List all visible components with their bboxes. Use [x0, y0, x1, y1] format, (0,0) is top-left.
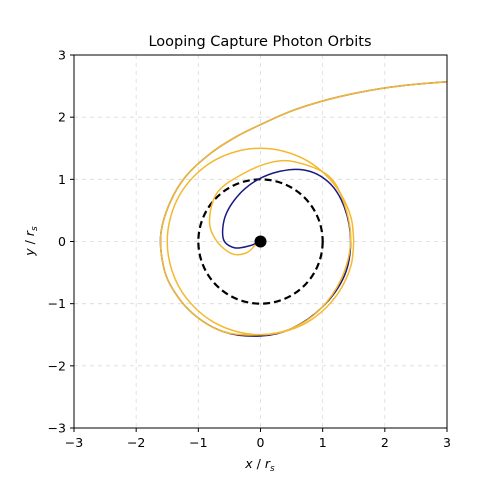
x-tick-label: −3: [65, 435, 83, 450]
x-axis-label: x / rs: [244, 456, 275, 474]
x-tick-label: −1: [189, 435, 207, 450]
photon-sphere-circle: [197, 178, 324, 305]
x-tick-label: 1: [319, 435, 327, 450]
y-tick-label: −1: [48, 296, 66, 311]
y-tick-label: −2: [48, 358, 66, 373]
x-label-var: x: [244, 456, 253, 471]
orbit-series-3: [166, 147, 355, 336]
y-label-sep: /: [22, 236, 37, 248]
axes-ticks: −3 −2 −1 0 1 2 3 −3 −2 −1 0 1 2 3: [48, 48, 451, 451]
x-tick-label: 0: [257, 435, 265, 450]
plot-area: [159, 80, 447, 337]
chart-title: Looping Capture Photon Orbits: [148, 34, 371, 50]
orbit-series-2: [159, 80, 447, 336]
x-tick-label: −2: [127, 435, 145, 450]
y-tick-label: 2: [58, 110, 66, 125]
x-label-sep: /: [253, 456, 265, 471]
y-tick-label: 1: [58, 172, 66, 187]
y-label-var: y: [22, 248, 37, 257]
black-hole-marker: [254, 235, 267, 248]
x-tick-label: 3: [443, 435, 451, 450]
x-tick-label: 2: [381, 435, 389, 450]
y-label-sub: s: [30, 226, 40, 231]
x-label-sym: r: [265, 456, 271, 471]
y-tick-label: −3: [48, 421, 66, 436]
y-tick-label: 3: [58, 48, 66, 63]
y-label-sym: r: [22, 230, 37, 236]
y-axis-label: y / rs: [22, 226, 40, 257]
x-label-sub: s: [270, 464, 275, 474]
y-tick-label: 0: [58, 234, 66, 249]
